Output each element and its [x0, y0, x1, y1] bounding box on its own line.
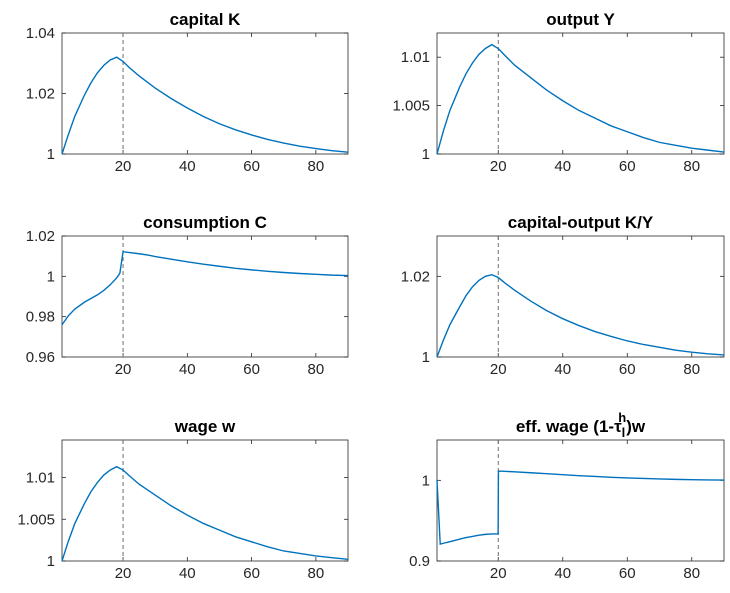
- y-tick-label: 1.005: [392, 98, 430, 115]
- axes-box: [61, 439, 349, 562]
- subplot-1: capital K 20 40 60 80 1 1.02 1.04: [26, 10, 349, 175]
- y-tick-label: 1.02: [26, 86, 55, 103]
- series-line: [61, 250, 349, 326]
- y-tick-label: 0.98: [26, 309, 55, 326]
- series-line: [436, 470, 725, 545]
- y-tick-label: 1: [422, 349, 430, 366]
- x-tick-label: 20: [490, 565, 507, 582]
- x-tick-label: 60: [619, 565, 636, 582]
- y-tick-label: 1: [47, 146, 55, 163]
- y-tick-label: 0.96: [26, 349, 55, 366]
- subplot-2: output Y 20 40 60 80 1 1.005 1.01: [392, 10, 725, 175]
- subplot-title: consumption C: [143, 213, 267, 232]
- title-subscript: l: [622, 425, 626, 440]
- x-tick-label: 40: [179, 361, 196, 378]
- y-tick-label: 1.01: [401, 49, 430, 66]
- subplot-6: eff. wage (1-τlh)w 20 40 60 80 0.9 1: [409, 410, 725, 582]
- y-tick-label: 1.02: [401, 268, 430, 285]
- x-tick-label: 80: [683, 565, 700, 582]
- series-line: [61, 56, 349, 155]
- y-tick-label: 1.04: [26, 25, 55, 42]
- x-tick-label: 20: [115, 158, 132, 175]
- y-tick-label: 1.005: [17, 511, 55, 528]
- y-tick-label: 1: [47, 268, 55, 285]
- title-text: eff. wage (1-τ: [516, 417, 622, 436]
- x-tick-label: 60: [243, 158, 260, 175]
- x-tick-label: 80: [308, 158, 325, 175]
- subplot-4: capital-output K/Y 20 40 60 80 1 1.02: [401, 213, 725, 378]
- x-tick-label: 20: [115, 565, 132, 582]
- x-tick-label: 40: [179, 565, 196, 582]
- x-tick-label: 40: [554, 565, 571, 582]
- subplot-title: capital K: [170, 10, 242, 29]
- subplot-title: output Y: [546, 10, 615, 29]
- x-tick-label: 20: [490, 361, 507, 378]
- y-tick-label: 1: [422, 472, 430, 489]
- subplot-title: wage w: [174, 417, 236, 436]
- y-tick-label: 1: [422, 146, 430, 163]
- axes-box: [61, 32, 349, 155]
- title-end: )w: [626, 417, 646, 436]
- x-tick-label: 40: [179, 158, 196, 175]
- y-tick-label: 1.01: [26, 470, 55, 487]
- y-tick-label: 0.9: [409, 553, 430, 570]
- subplot-title: capital-output K/Y: [508, 213, 654, 232]
- series-line: [436, 273, 725, 358]
- axes-box: [436, 32, 725, 155]
- x-tick-label: 60: [619, 158, 636, 175]
- x-tick-label: 60: [243, 565, 260, 582]
- axes-box: [436, 235, 725, 358]
- title-superscript: h: [618, 410, 626, 425]
- x-tick-label: 60: [243, 361, 260, 378]
- subplot-3: consumption C 20 40 60 80 0.96 0.98 1 1.02: [26, 213, 349, 378]
- axes-box: [61, 235, 349, 358]
- subplot-5: wage w 20 40 60 80 1 1.005 1.01: [17, 417, 349, 582]
- y-tick-label: 1.02: [26, 228, 55, 245]
- x-tick-label: 40: [554, 361, 571, 378]
- subplot-title: eff. wage (1-τlh)w: [516, 410, 646, 440]
- x-tick-label: 80: [683, 158, 700, 175]
- axes-box: [436, 439, 725, 562]
- x-tick-label: 20: [115, 361, 132, 378]
- x-tick-label: 80: [308, 361, 325, 378]
- x-tick-label: 80: [308, 565, 325, 582]
- series-line: [436, 43, 725, 155]
- x-tick-label: 20: [490, 158, 507, 175]
- x-tick-label: 60: [619, 361, 636, 378]
- y-tick-label: 1: [47, 553, 55, 570]
- x-tick-label: 80: [683, 361, 700, 378]
- x-tick-label: 40: [554, 158, 571, 175]
- series-line: [61, 465, 349, 562]
